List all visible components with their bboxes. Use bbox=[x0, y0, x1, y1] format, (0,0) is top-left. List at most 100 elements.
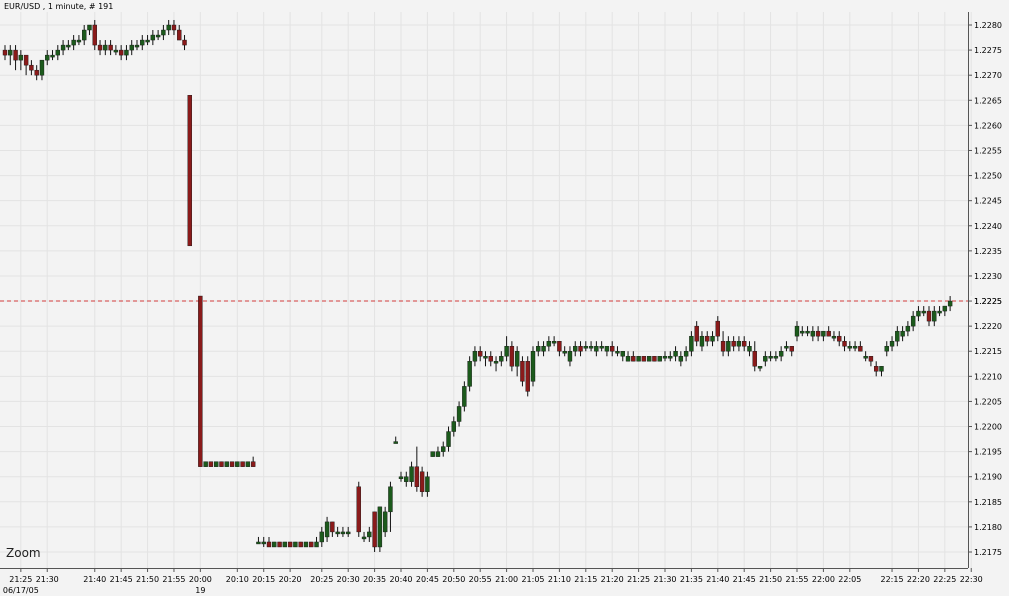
candle bbox=[134, 40, 140, 51]
candle-body bbox=[583, 346, 588, 349]
candle bbox=[340, 526, 346, 537]
zoom-label[interactable]: Zoom bbox=[6, 546, 41, 560]
candle bbox=[916, 306, 921, 322]
candle-body bbox=[161, 29, 166, 36]
candle-body bbox=[256, 541, 261, 545]
candle-body bbox=[446, 431, 451, 447]
candle bbox=[805, 326, 810, 337]
candle-body bbox=[134, 44, 140, 48]
candle-body bbox=[229, 461, 235, 467]
candle-body bbox=[13, 49, 18, 61]
candle-body bbox=[932, 310, 937, 322]
candle-body bbox=[309, 541, 314, 548]
candle bbox=[108, 40, 113, 56]
x-tick-label: 21:00 bbox=[495, 575, 518, 584]
candle-body bbox=[879, 366, 884, 372]
candle bbox=[467, 356, 472, 392]
candle bbox=[245, 461, 251, 467]
candle-body bbox=[699, 335, 705, 347]
candle-body bbox=[636, 356, 641, 362]
candle bbox=[398, 471, 404, 482]
candle bbox=[493, 356, 499, 372]
candle bbox=[488, 351, 493, 367]
candle bbox=[858, 341, 863, 352]
candle-body bbox=[557, 341, 562, 352]
candle-body bbox=[784, 346, 789, 349]
x-tick-label: 21:40 bbox=[706, 575, 729, 584]
candle bbox=[641, 356, 647, 362]
y-tick-label: 1.2230 bbox=[974, 272, 1002, 281]
candle bbox=[256, 536, 261, 545]
x-tick-label: 20:55 bbox=[469, 575, 492, 584]
candle bbox=[831, 331, 837, 342]
candle bbox=[462, 381, 467, 412]
candle-body bbox=[884, 346, 889, 352]
candle-body bbox=[916, 310, 921, 317]
candle-body bbox=[435, 451, 441, 457]
x-date-label: 19 bbox=[195, 586, 205, 595]
candle-body bbox=[18, 54, 24, 61]
candle-body bbox=[155, 34, 161, 38]
price-label-box bbox=[970, 296, 1006, 307]
candle bbox=[367, 526, 372, 542]
candle-body bbox=[483, 356, 488, 359]
candle-body bbox=[705, 335, 710, 342]
candle bbox=[97, 40, 103, 56]
x-tick-label: 22:15 bbox=[881, 575, 904, 584]
candle bbox=[182, 35, 187, 51]
candle-body bbox=[747, 346, 752, 352]
y-tick-label: 1.2205 bbox=[974, 397, 1002, 406]
candle bbox=[356, 481, 361, 537]
candle bbox=[282, 541, 288, 548]
candle bbox=[361, 531, 367, 542]
candle bbox=[66, 40, 71, 51]
y-tick-label: 1.2280 bbox=[974, 21, 1002, 30]
candle bbox=[863, 351, 868, 362]
candle-body bbox=[493, 361, 499, 364]
candle bbox=[752, 341, 757, 372]
candle-body bbox=[514, 351, 520, 367]
x-tick-label: 22:30 bbox=[960, 575, 983, 584]
candle bbox=[810, 326, 816, 342]
candle bbox=[784, 341, 789, 352]
candle-body bbox=[425, 476, 430, 492]
candle bbox=[213, 461, 219, 467]
candle-body bbox=[467, 361, 472, 387]
candle-body bbox=[103, 44, 108, 51]
candle bbox=[578, 341, 583, 357]
candle-body bbox=[166, 24, 171, 31]
candle bbox=[705, 331, 710, 347]
candle bbox=[768, 351, 773, 362]
candle-body bbox=[874, 366, 879, 372]
candle bbox=[29, 60, 34, 76]
candle-body bbox=[145, 39, 150, 43]
candle bbox=[118, 45, 124, 61]
candle-body bbox=[330, 521, 335, 533]
candle bbox=[710, 331, 715, 347]
candle-body bbox=[124, 49, 129, 56]
candle bbox=[646, 356, 652, 362]
candle bbox=[8, 45, 13, 66]
candle-body bbox=[324, 521, 330, 538]
candle-body bbox=[472, 351, 478, 362]
candle-body bbox=[250, 461, 256, 467]
current-price-line: 1.2225 bbox=[0, 296, 1006, 307]
candle bbox=[330, 521, 335, 537]
candle-body bbox=[2, 49, 8, 56]
candle bbox=[736, 336, 742, 352]
candle bbox=[229, 461, 235, 467]
candle-body bbox=[140, 39, 145, 46]
candle-body bbox=[800, 330, 805, 334]
candle bbox=[451, 416, 456, 437]
candle-body bbox=[551, 341, 557, 344]
x-tick-label: 21:45 bbox=[110, 575, 133, 584]
candle-body bbox=[683, 351, 689, 357]
candle bbox=[588, 341, 594, 352]
candle-body bbox=[55, 49, 60, 56]
chart-title: EUR/USD , 1 minute, # 191 bbox=[4, 2, 113, 11]
candle-body bbox=[588, 346, 594, 349]
x-tick-label: 21:55 bbox=[162, 575, 185, 584]
candle bbox=[604, 346, 610, 357]
